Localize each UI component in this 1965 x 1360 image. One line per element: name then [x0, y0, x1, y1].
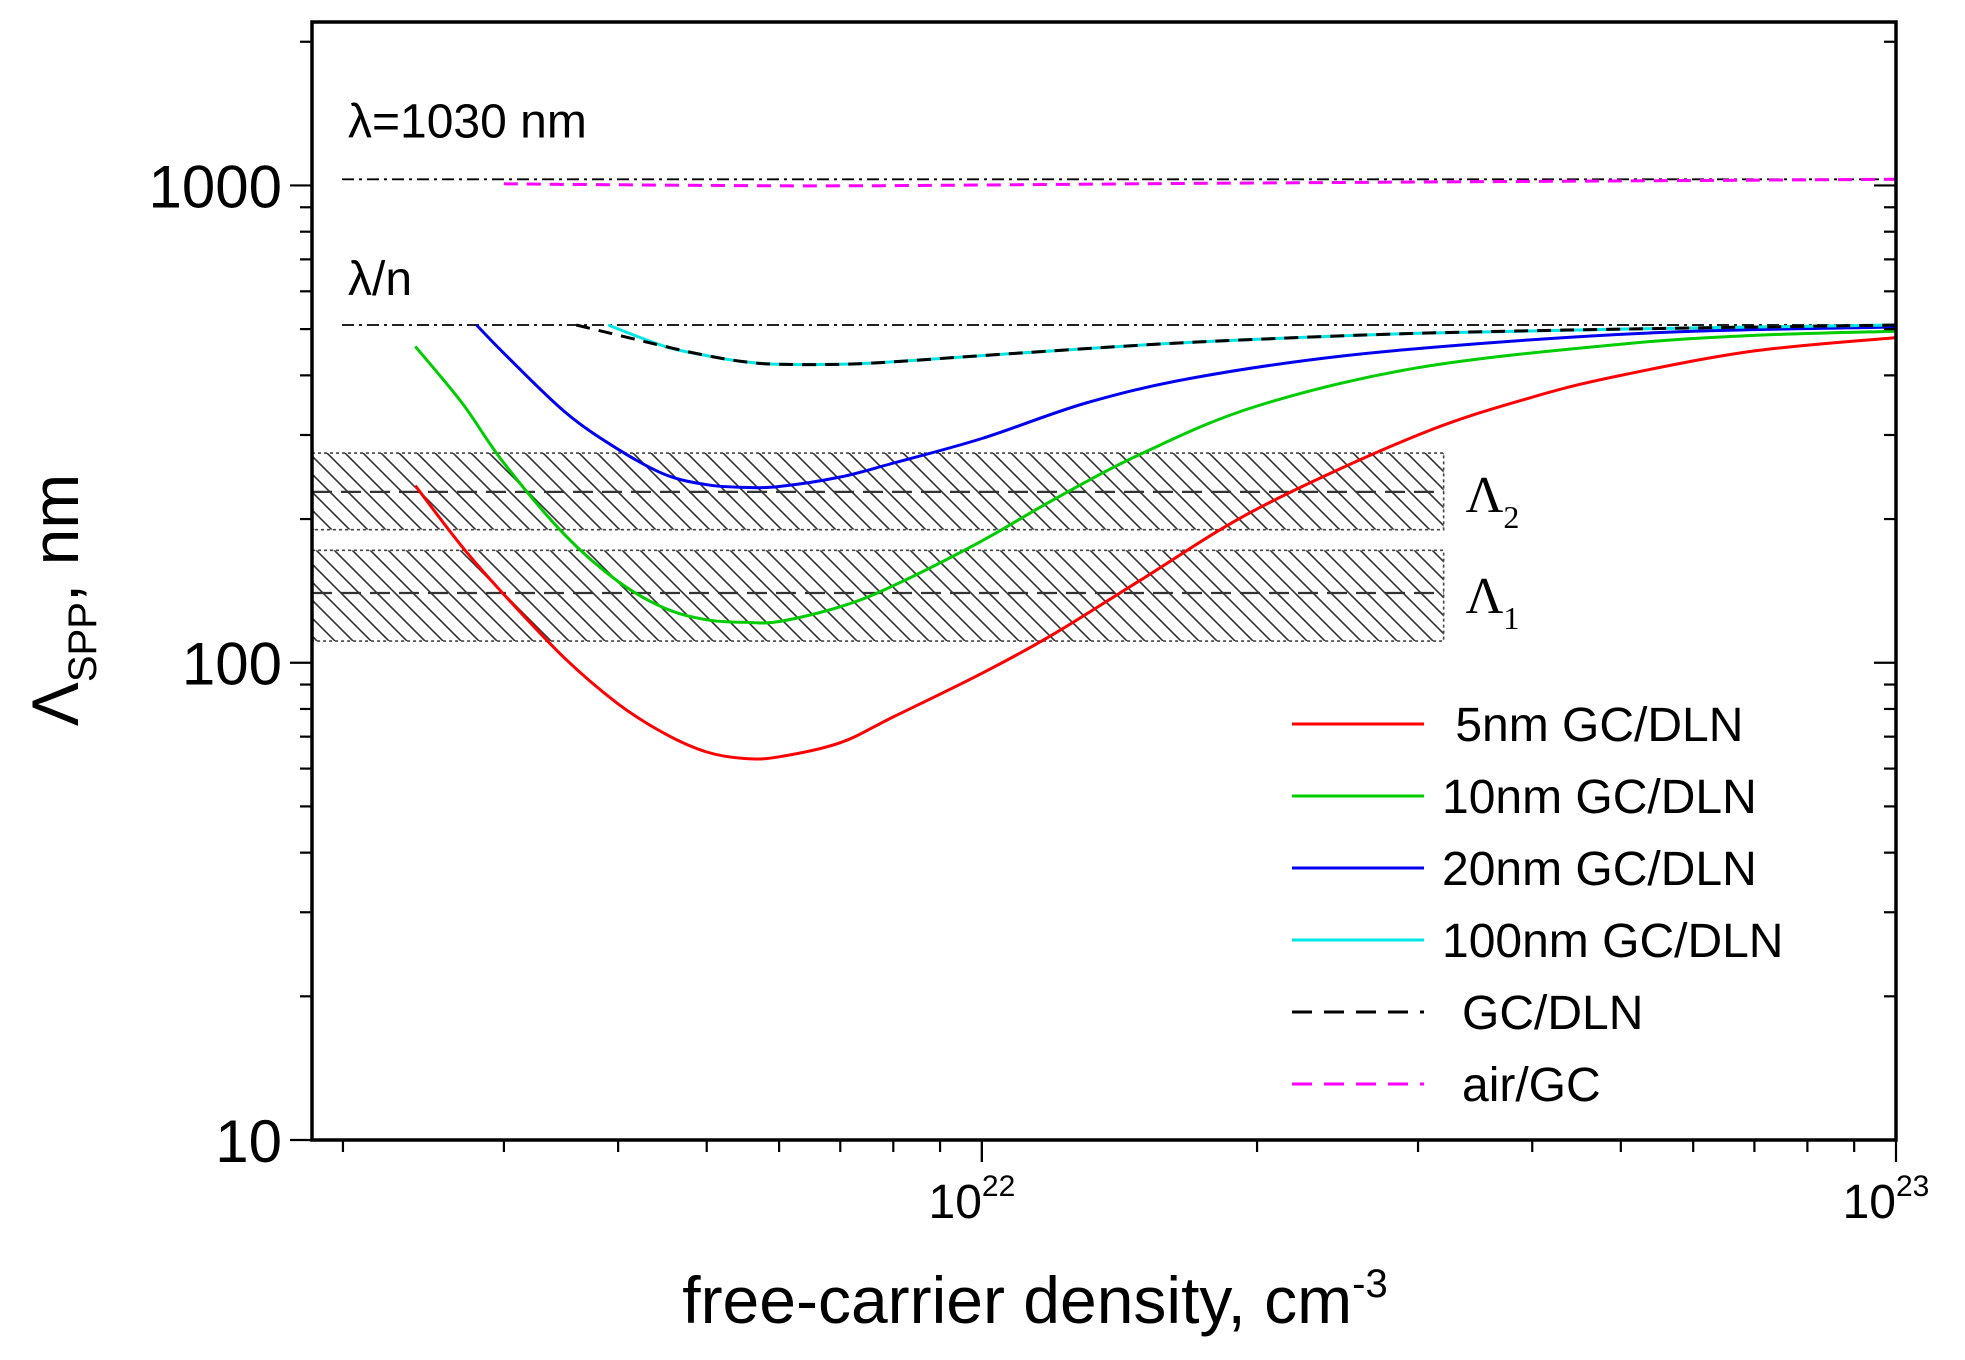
legend-label: 10nm GC/DLN: [1442, 771, 1757, 824]
legend-label: 100nm GC/DLN: [1442, 915, 1783, 968]
svg-text:ΛSPP, nm: ΛSPP, nm: [18, 474, 105, 727]
legend: 5nm GC/DLN 10nm GC/DLN 20nm GC/DLN 100nm GC…: [1292, 699, 1783, 1112]
band-area: [312, 549, 1445, 642]
x-axis-title: free-carrier density, cm-3: [682, 1262, 1388, 1337]
legend-item: 20nm GC/DLN: [1292, 843, 1757, 896]
band-lambda1: [312, 549, 1445, 642]
series-line-0: [414, 336, 1896, 761]
x-tick-label: 1022: [929, 1170, 1016, 1229]
y-tick-label: 10: [215, 1108, 282, 1175]
legend-label: 20nm GC/DLN: [1442, 843, 1757, 896]
legend-item: GC/DLN: [1292, 987, 1643, 1040]
ref-label-lambda: λ=1030 nm: [348, 95, 587, 148]
y-tick-label: 1000: [149, 153, 282, 220]
series-line-5: [503, 177, 1896, 188]
legend-label: 5nm GC/DLN: [1442, 699, 1743, 752]
ref-label-lambda-over-n: λ/n: [348, 253, 412, 306]
band-label-lambda1: Λ1: [1466, 568, 1520, 636]
series-line-1: [414, 329, 1896, 625]
y-tick-label: 100: [182, 631, 282, 698]
legend-item: 100nm GC/DLN: [1292, 915, 1783, 968]
legend-label: GC/DLN: [1462, 987, 1643, 1040]
legend-item: air/GC: [1292, 1059, 1601, 1112]
legend-label: air/GC: [1462, 1059, 1601, 1112]
x-tick-label: 1023: [1843, 1170, 1930, 1229]
plot-frame: [310, 20, 1898, 1142]
legend-item: 5nm GC/DLN: [1292, 699, 1743, 752]
series-line-4: [575, 323, 1896, 367]
legend-item: 10nm GC/DLN: [1292, 771, 1757, 824]
band-lambda2: [312, 452, 1445, 531]
band-label-lambda2: Λ2: [1466, 467, 1520, 535]
y-axis-title: ΛSPP, nm: [18, 474, 105, 727]
series-line-2: [475, 323, 1896, 490]
